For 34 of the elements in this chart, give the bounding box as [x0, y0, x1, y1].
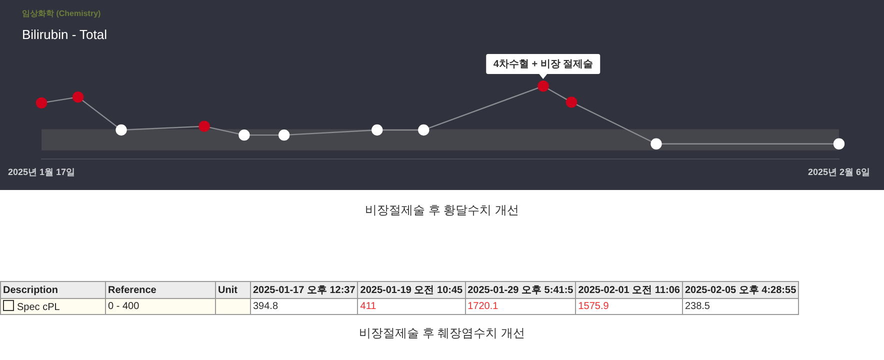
point: [538, 80, 549, 92]
data-label: 394.8: [250, 298, 358, 314]
category-label: 2025-02-01 오전 11:06: [576, 282, 682, 298]
text: 비장절제술 후 췌장염수치 개선: [358, 325, 526, 342]
point: [198, 120, 210, 132]
text: Description: [0, 282, 106, 298]
text: 비장절제술 후 황달수치 개선: [364, 202, 520, 219]
text: 0 - 400: [106, 298, 216, 314]
text: Reference: [106, 282, 216, 298]
category-label: 2025-01-29 오후 5:41:5: [465, 282, 576, 298]
annotation: 4차수혈 + 비장 절제술: [486, 54, 600, 74]
point: [116, 124, 127, 136]
legend-label: Spec cPL: [0, 298, 106, 314]
point: [833, 138, 845, 150]
point: [418, 124, 430, 136]
point: [372, 124, 383, 136]
chart-title: Bilirubin - Total: [22, 27, 108, 42]
x-tick-label: 2025년 1월 17일: [8, 167, 76, 178]
point: [566, 96, 578, 108]
point: [278, 129, 290, 141]
point: [36, 97, 48, 109]
chart-subtitle: 임상화학 (Chemistry): [22, 8, 102, 19]
point: [72, 91, 84, 103]
category-label: 2025-01-17 오후 12:37: [250, 282, 358, 298]
category-label: 2025-02-05 오후 4:28:55: [682, 282, 799, 298]
data-label: 411: [358, 298, 466, 314]
point: [238, 129, 250, 141]
point: [650, 138, 662, 150]
data-label: 1575.9: [576, 298, 682, 314]
category-label: 2025-01-19 오전 10:45: [358, 282, 466, 298]
x-tick-label: 2025년 2월 6일: [808, 167, 870, 178]
data-label: 1720.1: [465, 298, 576, 314]
data-label: 238.5: [682, 298, 799, 314]
text: Unit: [216, 282, 250, 298]
